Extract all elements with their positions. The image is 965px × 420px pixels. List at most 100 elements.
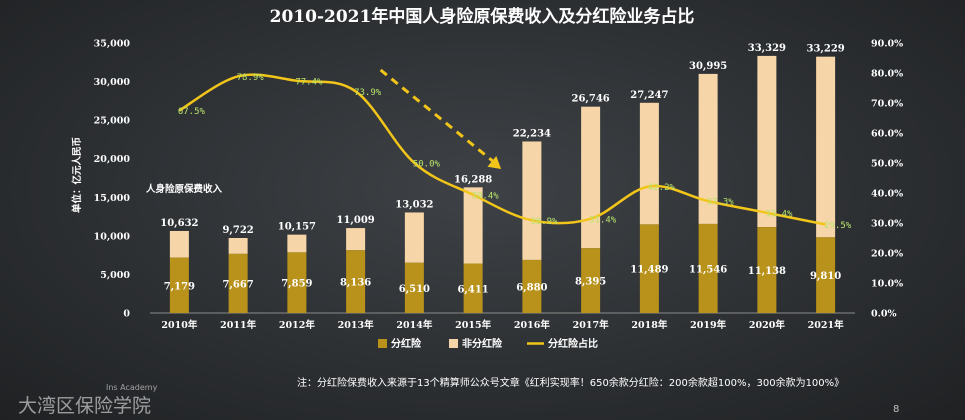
y-tick-label-right: 80.0% — [871, 69, 903, 80]
bar-dividend — [816, 237, 836, 313]
chart-title: 2010-2021年中国人身险原保费收入及分红险业务占比 — [270, 6, 695, 27]
legend-non-dividend-swatch — [449, 339, 458, 348]
bar-dividend — [346, 250, 366, 313]
dividend-share-label: 73.9% — [354, 88, 382, 98]
x-tick-label: 2013年 — [338, 319, 374, 331]
total-value-label: 11,009 — [336, 215, 374, 226]
total-value-label: 33,329 — [748, 43, 786, 54]
y-tick-label-right: 40.0% — [871, 189, 903, 200]
brand-logo: 大湾区保险学院 Ins Academy — [18, 383, 158, 417]
bar-non-dividend — [698, 73, 718, 224]
x-tick-label: 2019年 — [690, 319, 726, 331]
trend-arrow-shaft — [379, 68, 497, 165]
y-tick-label-left: 35,000 — [94, 39, 131, 50]
dividend-value-label: 11,546 — [689, 264, 727, 275]
dividend-value-label: 6,411 — [457, 284, 488, 295]
bar-dividend — [404, 262, 424, 313]
bar-dividend — [522, 259, 542, 313]
dividend-share-label: 31.4% — [589, 215, 617, 225]
dividend-share-label: 77.4% — [295, 77, 323, 87]
dividend-share-label: 39.4% — [472, 191, 500, 201]
total-value-label: 9,722 — [222, 225, 253, 236]
legend-dividend-swatch — [378, 339, 387, 348]
legend-non-dividend: 非分红险 — [449, 337, 503, 350]
dividend-value-label: 7,179 — [164, 281, 195, 292]
brand-name-en: Ins Academy — [106, 383, 158, 392]
dividend-share-label: 30.9% — [530, 217, 558, 227]
bar-non-dividend — [228, 238, 248, 254]
x-tick-label: 2014年 — [396, 319, 432, 331]
dividend-share-label: 78.9% — [237, 73, 265, 83]
bar-dividend — [757, 227, 777, 313]
dividend-value-label: 8,136 — [340, 278, 371, 289]
y-tick-label-left: 20,000 — [94, 154, 131, 165]
dividend-value-label: 6,510 — [399, 284, 430, 295]
bar-dividend — [639, 224, 659, 313]
dividend-share-label: 42.2% — [648, 183, 676, 193]
dividend-share-label: 37.3% — [707, 198, 735, 208]
legend-dividend: 分红险 — [378, 337, 422, 350]
x-tick-label: 2021年 — [808, 319, 844, 331]
dividend-value-label: 11,489 — [630, 265, 668, 276]
bar-non-dividend — [346, 228, 366, 251]
series-group-label: 人身险原保费收入 — [146, 183, 223, 195]
dividend-value-label: 7,859 — [281, 279, 312, 290]
total-value-label: 10,632 — [160, 218, 198, 229]
total-value-label: 22,234 — [513, 128, 551, 139]
footnote: 注：分红险保费收入来源于13个精算师公众号文章《红利实现率！650余款分红险：2… — [297, 376, 844, 389]
x-tick-label: 2010年 — [161, 319, 197, 331]
x-tick-label: 2020年 — [749, 319, 785, 331]
y-tick-label-left: 0 — [123, 309, 130, 320]
dividend-share-label: 29.5% — [824, 221, 852, 231]
bar-non-dividend — [639, 102, 659, 225]
dividend-value-label: 6,880 — [516, 282, 547, 293]
bar-dividend — [463, 263, 483, 313]
y-tick-label-right: 60.0% — [871, 129, 903, 140]
bar-dividend — [698, 223, 718, 313]
total-value-label: 33,229 — [806, 44, 844, 55]
y-tick-label-right: 70.0% — [871, 99, 903, 110]
total-value-label: 16,288 — [454, 174, 492, 185]
bar-non-dividend — [816, 56, 836, 238]
dividend-value-label: 9,810 — [810, 271, 841, 282]
y-tick-label-right: 30.0% — [871, 219, 903, 230]
x-tick-label: 2016年 — [514, 319, 550, 331]
y-tick-label-left: 10,000 — [94, 231, 131, 242]
y-tick-label-left: 15,000 — [94, 193, 131, 204]
bar-non-dividend — [581, 106, 601, 249]
bar-non-dividend — [287, 234, 307, 253]
total-value-label: 13,032 — [395, 199, 433, 210]
dividend-value-label: 11,138 — [748, 266, 786, 277]
y-tick-label-right: 50.0% — [871, 159, 903, 170]
dividend-value-label: 8,395 — [575, 277, 606, 288]
y-tick-label-left: 25,000 — [94, 116, 131, 127]
dividend-share-label: 50.0% — [413, 160, 441, 170]
y-tick-label-right: 90.0% — [871, 39, 903, 50]
legend-dividend-share: 分红险占比 — [527, 337, 598, 350]
bar-non-dividend — [757, 55, 777, 228]
legend: 分红险 非分红险 分红险占比 — [378, 337, 598, 350]
x-tick-label: 2018年 — [631, 319, 667, 331]
total-value-label: 26,746 — [571, 94, 609, 105]
brand-name-cn: 大湾区保险学院 — [18, 395, 151, 417]
legend-dividend-label: 分红险 — [391, 337, 422, 350]
y-tick-label-right: 20.0% — [871, 249, 903, 260]
x-tick-label: 2015年 — [455, 319, 491, 331]
dividend-share-label: 33.4% — [765, 209, 793, 219]
y-tick-label-left: 30,000 — [94, 77, 131, 88]
dividend-value-label: 7,667 — [222, 279, 253, 290]
total-value-label: 10,157 — [278, 222, 316, 233]
total-value-label: 27,247 — [630, 90, 668, 101]
total-value-label: 30,995 — [689, 61, 727, 72]
x-tick-label: 2017年 — [573, 319, 609, 331]
bar-non-dividend — [463, 187, 483, 264]
y-tick-label-right: 10.0% — [871, 279, 903, 290]
bar-non-dividend — [404, 212, 424, 263]
bar-dividend — [287, 252, 307, 313]
y-tick-label-right: 0.0% — [871, 309, 897, 320]
legend-non-dividend-label: 非分红险 — [462, 337, 503, 350]
y-tick-label-left: 5,000 — [100, 270, 130, 281]
x-tick-label: 2012年 — [279, 319, 315, 331]
